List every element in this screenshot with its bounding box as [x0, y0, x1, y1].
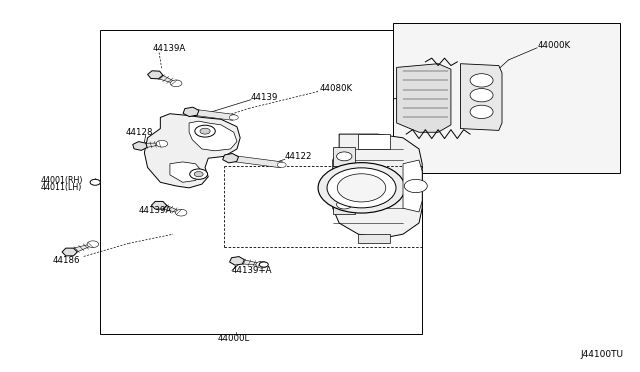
Circle shape	[229, 115, 238, 120]
Polygon shape	[189, 121, 237, 151]
Polygon shape	[139, 143, 162, 148]
Polygon shape	[230, 155, 283, 168]
Polygon shape	[223, 154, 239, 163]
Polygon shape	[62, 248, 77, 256]
Circle shape	[277, 162, 286, 167]
Circle shape	[195, 125, 215, 137]
Text: 44011(LH): 44011(LH)	[40, 183, 82, 192]
Circle shape	[318, 163, 405, 213]
Bar	[394, 23, 620, 173]
Polygon shape	[403, 160, 422, 212]
Polygon shape	[152, 201, 167, 209]
Polygon shape	[67, 244, 93, 254]
Circle shape	[337, 174, 386, 202]
Polygon shape	[461, 64, 502, 131]
Polygon shape	[230, 257, 244, 265]
Polygon shape	[170, 162, 202, 182]
Circle shape	[337, 152, 352, 161]
Text: 44122: 44122	[285, 152, 312, 161]
Circle shape	[194, 171, 203, 177]
Circle shape	[200, 128, 210, 134]
Polygon shape	[333, 147, 355, 166]
Circle shape	[90, 179, 100, 185]
Circle shape	[337, 200, 352, 209]
Text: J44100TU: J44100TU	[580, 350, 623, 359]
Polygon shape	[236, 259, 262, 266]
Text: 44000L: 44000L	[218, 334, 250, 343]
Text: 44139A: 44139A	[153, 44, 186, 53]
Circle shape	[259, 262, 268, 267]
Polygon shape	[358, 134, 390, 149]
Text: 44139: 44139	[251, 93, 278, 102]
Text: 44000K: 44000K	[537, 41, 570, 50]
Polygon shape	[132, 142, 147, 150]
Polygon shape	[145, 114, 240, 188]
Text: 44139A: 44139A	[139, 206, 172, 215]
Circle shape	[87, 241, 99, 247]
Polygon shape	[333, 134, 422, 238]
Text: 44001(RH): 44001(RH)	[40, 176, 83, 185]
Polygon shape	[153, 73, 177, 84]
Text: 44186: 44186	[53, 256, 81, 265]
Circle shape	[470, 74, 493, 87]
Text: 44080K: 44080K	[320, 84, 353, 93]
Circle shape	[470, 105, 493, 119]
Circle shape	[470, 89, 493, 102]
Polygon shape	[397, 64, 451, 132]
Polygon shape	[148, 71, 163, 79]
Circle shape	[170, 80, 182, 87]
Polygon shape	[157, 203, 182, 214]
Bar	[100, 31, 422, 334]
Polygon shape	[358, 234, 390, 243]
Circle shape	[175, 209, 187, 216]
Circle shape	[327, 168, 396, 208]
Circle shape	[156, 140, 168, 147]
Circle shape	[189, 169, 207, 179]
Circle shape	[256, 262, 268, 268]
Text: 44139+A: 44139+A	[232, 266, 273, 275]
Polygon shape	[183, 107, 199, 116]
Polygon shape	[333, 195, 355, 214]
Text: 44128: 44128	[126, 128, 154, 137]
Circle shape	[404, 179, 428, 193]
Polygon shape	[190, 109, 235, 120]
